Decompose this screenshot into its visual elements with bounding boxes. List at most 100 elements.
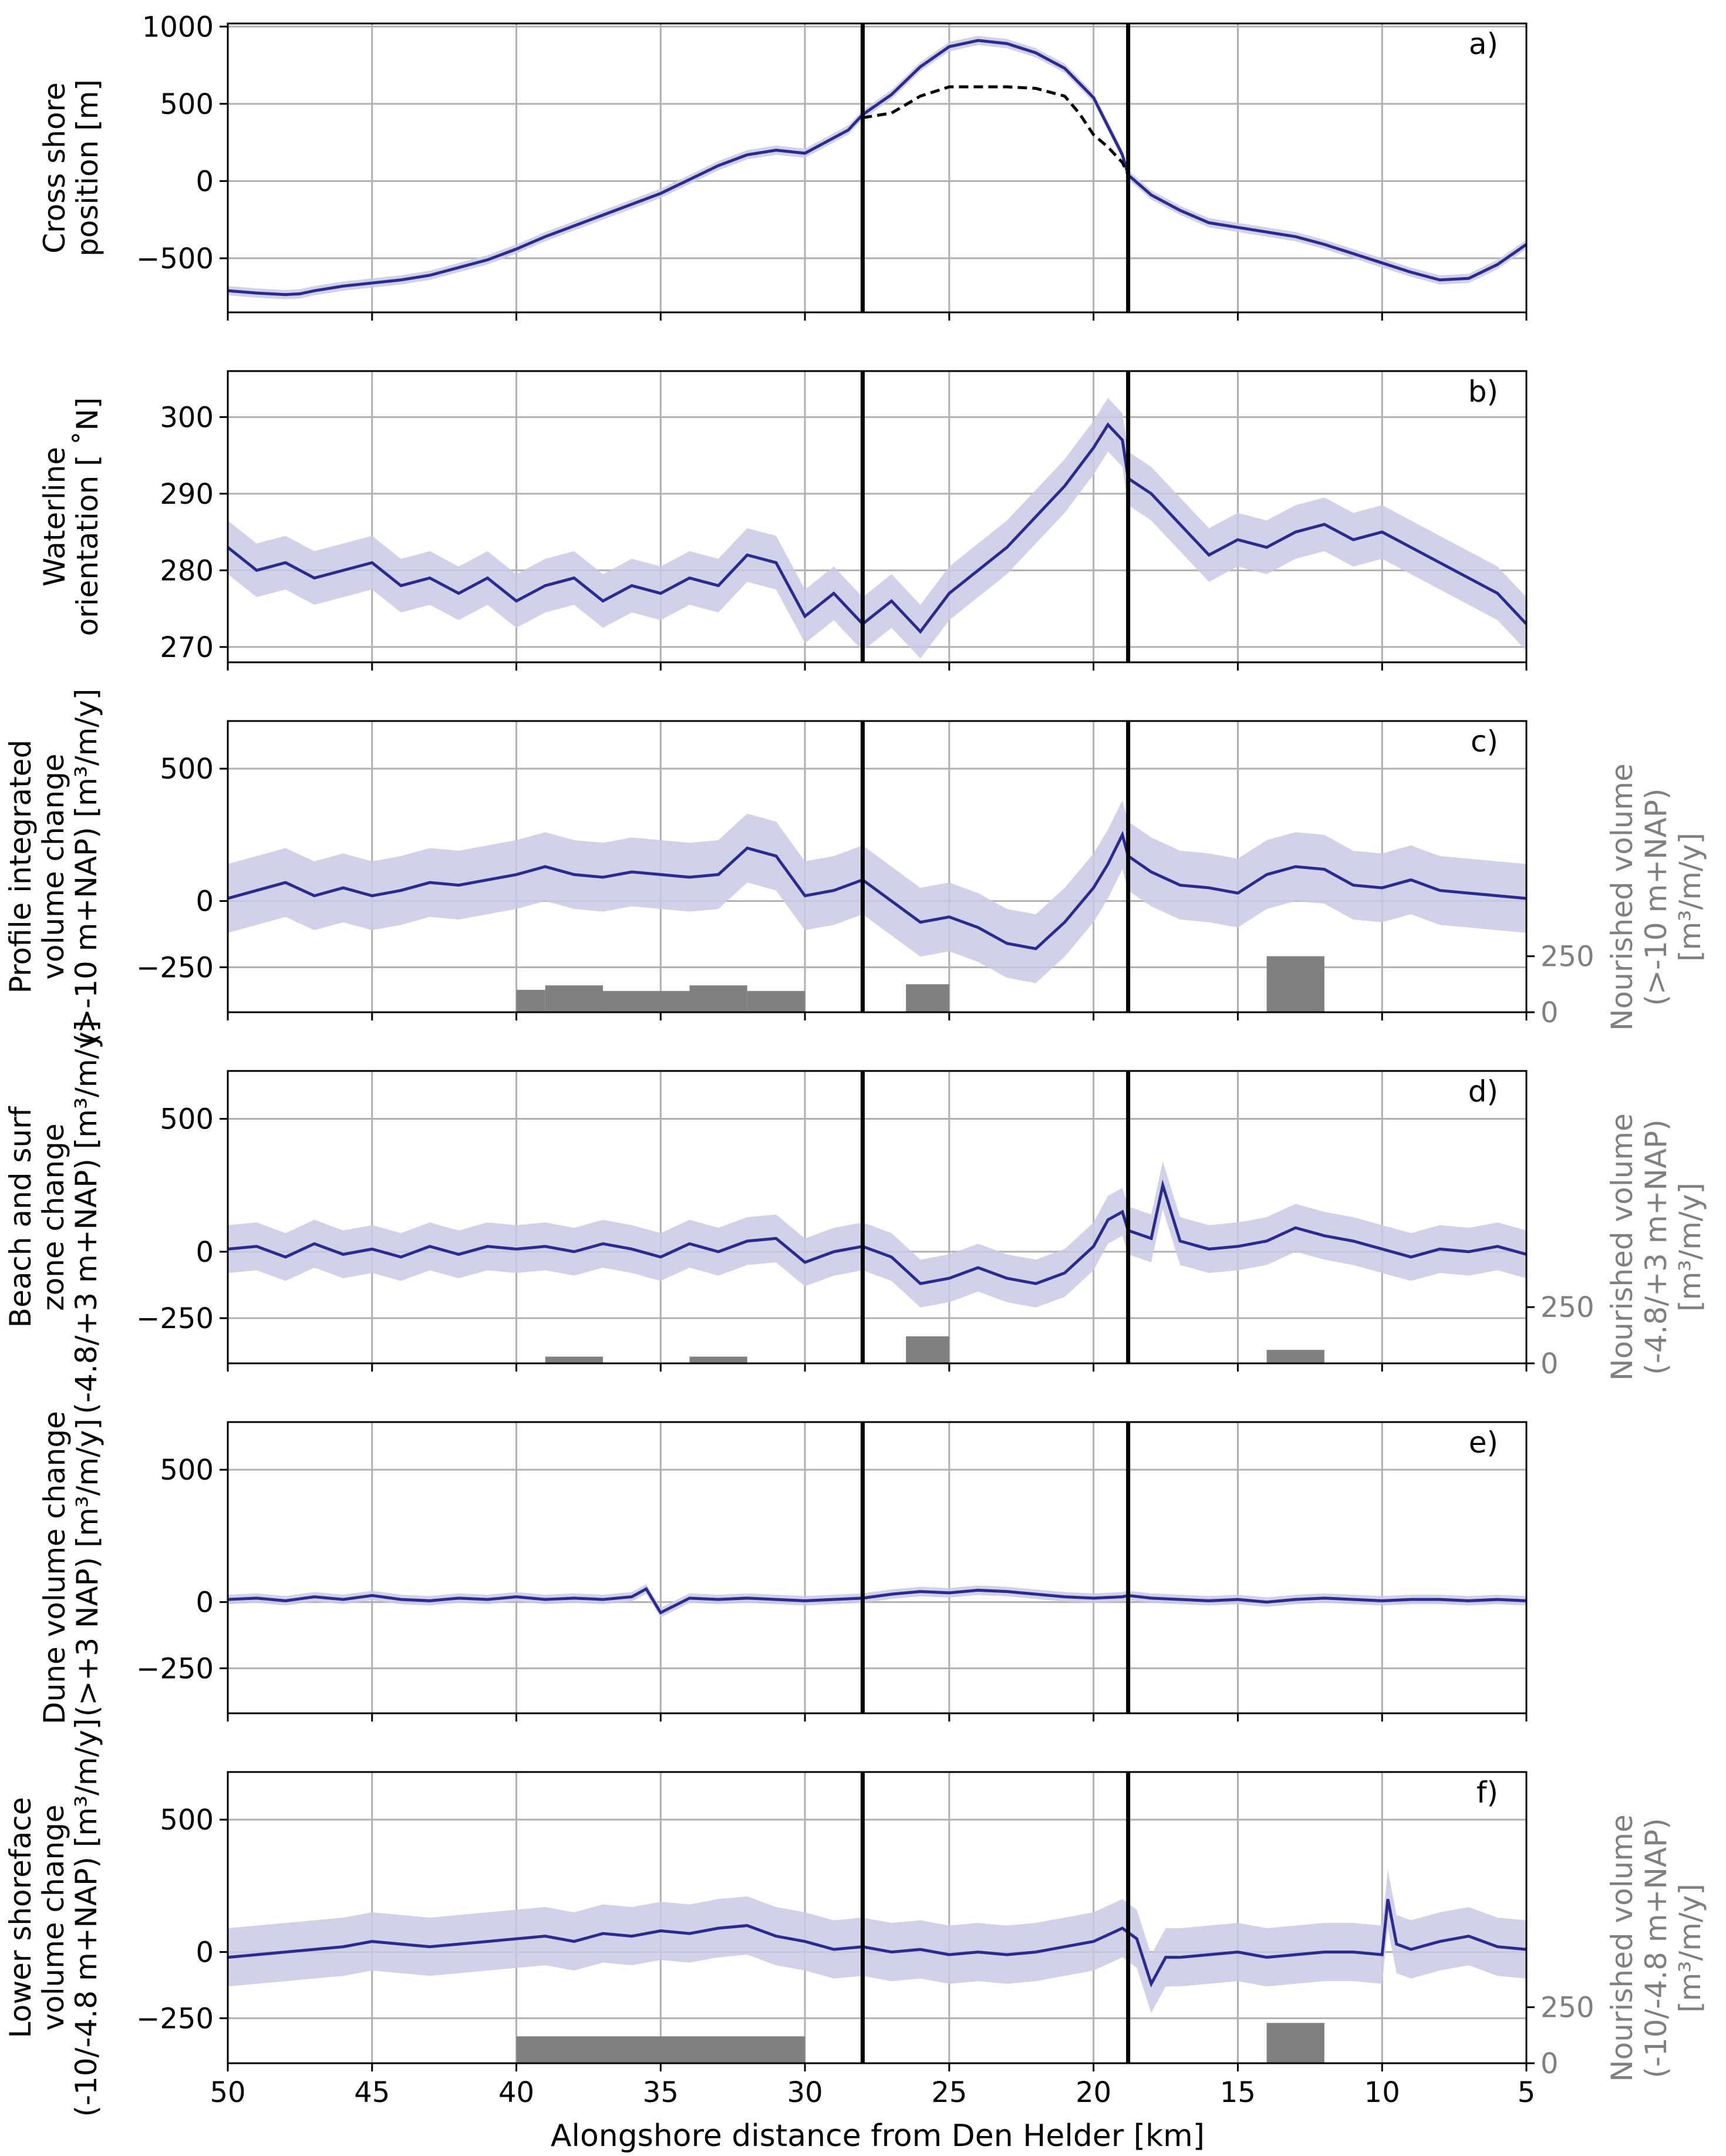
nourishment-bar <box>1266 956 1324 1012</box>
nourishment-bar <box>689 1356 747 1363</box>
axes-frame <box>227 22 1528 314</box>
y-axis-label-line: Waterline <box>38 447 72 587</box>
y-tick-label: 0 <box>195 1586 214 1619</box>
y-tick-label: 500 <box>160 1103 214 1136</box>
y-axis-label-line: volume change <box>36 753 70 979</box>
x-axis-label: Alongshore distance from Den Helder [km] <box>551 2118 1205 2154</box>
nourishment-bar <box>545 1356 604 1363</box>
y-tick-label: 270 <box>160 631 214 664</box>
y-axis-label-line: position [m] <box>70 79 104 257</box>
right-axis-label-line: [m³/m/y] <box>1673 1183 1707 1312</box>
right-axis-label-line: [m³/m/y] <box>1673 833 1707 962</box>
right-y-tick-label: 0 <box>1540 1347 1559 1380</box>
right-y-tick-label: 0 <box>1540 2047 1559 2080</box>
nourishment-bar <box>516 989 545 1012</box>
y-axis-label-line: (-4.8/+3 m+NAP) [m³/m/y] <box>69 1020 103 1414</box>
y-axis-label-line: Dune volume change <box>38 1411 72 1724</box>
x-tick-label: 20 <box>1076 2076 1111 2109</box>
y-axis-label-line: Cross shore <box>38 82 72 254</box>
y-tick-label: −500 <box>136 242 214 275</box>
right-y-tick-label: 250 <box>1540 1992 1594 2024</box>
x-tick-label: 35 <box>643 2076 679 2109</box>
panel-f: 50 45 40 35 30 25 20 15 10 5 −250 0 500 Lower shorefa… <box>4 1719 1707 2117</box>
y-tick-label: 500 <box>160 1804 214 1837</box>
axes-frame <box>227 1771 1528 2064</box>
y-axis-label-line: Beach and surf <box>4 1106 38 1328</box>
uncertainty-band <box>228 1869 1526 2013</box>
nourishment-bar <box>1266 2023 1324 2063</box>
y-tick-label: 1000 <box>142 11 214 43</box>
x-tick-label: 25 <box>931 2076 967 2109</box>
right-axis-label-line: (-4.8/+3 m+NAP) <box>1639 1119 1673 1375</box>
y-tick-label: 0 <box>195 1936 214 1969</box>
right-axis-label-line: Nourished volume <box>1605 763 1639 1031</box>
right-y-tick-label: 250 <box>1540 1291 1594 1324</box>
nourishment-bar <box>906 984 949 1012</box>
y-tick-label: −250 <box>136 1302 214 1335</box>
axes-frame <box>227 1070 1528 1365</box>
x-tick-label: 50 <box>210 2076 245 2109</box>
nourishment-bar <box>1266 1350 1324 1363</box>
panel-label: e) <box>1469 1426 1498 1460</box>
y-tick-label: −250 <box>136 951 214 984</box>
uncertainty-band <box>228 36 1526 299</box>
y-axis-label-line: volume change <box>36 1804 70 2030</box>
axes-frame <box>227 370 1528 663</box>
y-tick-label: 0 <box>195 885 214 918</box>
series-line <box>228 1898 1526 1988</box>
y-tick-label: 0 <box>195 165 214 198</box>
x-tick-label: 15 <box>1220 2076 1256 2109</box>
panel-e: −250 0 500 Dune volume change(>+3 NAP) [m³/… <box>38 1411 1528 1724</box>
y-axis-label-line: orientation [ ˚N] <box>70 397 104 636</box>
y-axis-label-line: (>-10 m+NAP) [m³/m/y] <box>69 689 103 1045</box>
nourishment-bar <box>689 985 747 1012</box>
y-tick-label: 0 <box>195 1236 214 1269</box>
y-axis-label-line: Profile integrated <box>4 740 38 993</box>
y-tick-label: −250 <box>136 1652 214 1685</box>
panel-label: b) <box>1468 375 1498 409</box>
series-line <box>228 830 1526 951</box>
series-line <box>228 39 1526 297</box>
y-tick-label: 290 <box>160 478 214 511</box>
y-axis-label-line: (-10/-4.8 m+NAP) [m³/m/y] <box>69 1719 103 2117</box>
y-tick-label: 500 <box>160 1454 214 1487</box>
panel-label: d) <box>1468 1074 1498 1109</box>
uncertainty-band <box>228 1584 1526 1618</box>
y-axis-label-line: (>+3 NAP) [m³/m/y] <box>70 1419 104 1717</box>
x-tick-label: 45 <box>354 2076 390 2109</box>
nourishment-bar <box>906 1336 949 1363</box>
right-y-tick-label: 250 <box>1540 941 1594 973</box>
y-tick-label: 300 <box>160 401 214 434</box>
x-tick-label: 30 <box>787 2076 823 2109</box>
panel-label: a) <box>1469 27 1498 61</box>
right-axis-label-line: [m³/m/y] <box>1673 1884 1707 2013</box>
nourishment-bar <box>545 985 604 1012</box>
uncertainty-band <box>228 397 1526 659</box>
nourishment-bar <box>747 991 805 1012</box>
y-tick-label: 500 <box>160 88 214 121</box>
right-y-tick-label: 0 <box>1540 996 1559 1029</box>
x-tick-label: 40 <box>498 2076 534 2109</box>
x-tick-label: 10 <box>1364 2076 1400 2109</box>
reference-dashed-line <box>862 85 1130 176</box>
series-line <box>228 422 1526 634</box>
axes-frame <box>227 1421 1528 1714</box>
panel-label: c) <box>1471 725 1498 759</box>
right-axis-label-line: (-10/-4.8 m+NAP) <box>1639 1818 1673 2078</box>
y-tick-label: 500 <box>160 753 214 786</box>
y-axis-label-line: zone change <box>36 1123 70 1311</box>
uncertainty-band <box>228 1161 1526 1308</box>
y-axis-label-line: Lower shoreface <box>4 1797 38 2039</box>
series-line <box>228 1179 1526 1285</box>
x-tick-label: 5 <box>1518 2076 1536 2109</box>
nourishment-bar <box>516 2036 805 2063</box>
right-axis-label-line: Nourished volume <box>1605 1814 1639 2082</box>
panel-label: f) <box>1476 1776 1498 1810</box>
series-line <box>228 1586 1526 1615</box>
